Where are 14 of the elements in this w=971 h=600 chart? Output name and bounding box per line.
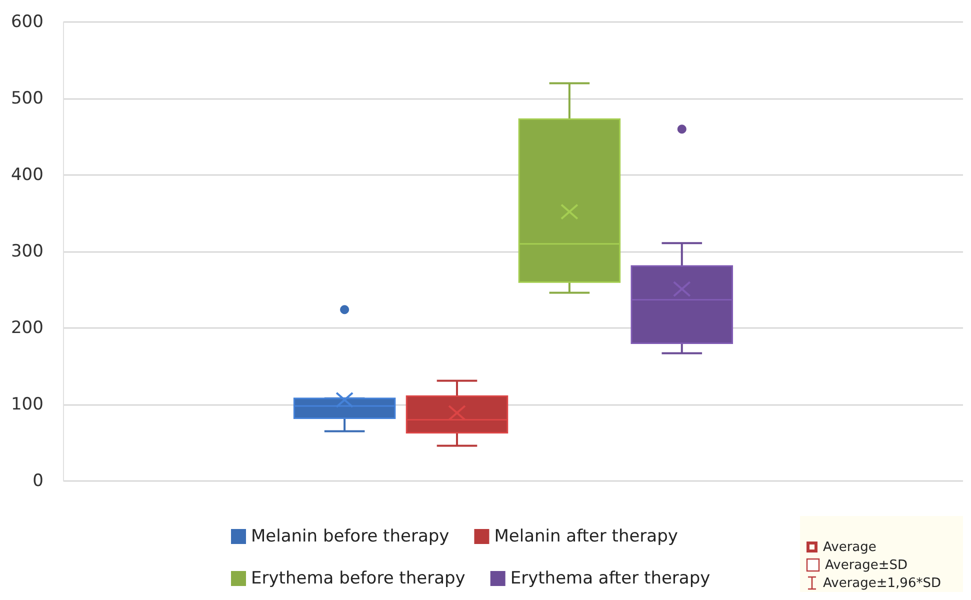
y-tick-label: 100 <box>10 394 44 414</box>
y-tick-label: 400 <box>10 165 44 185</box>
legend-label: Melanin after therapy <box>494 526 678 546</box>
y-tick-label: 200 <box>10 318 44 338</box>
y-tick-label: 300 <box>10 242 44 262</box>
text: Average <box>823 540 876 554</box>
legend-label: Melanin before therapy <box>251 526 450 546</box>
y-tick-label: 0 <box>32 471 44 491</box>
text: Average±1,96*SD <box>823 576 941 590</box>
legend-label: Erythema after therapy <box>510 568 710 588</box>
legend-label: Erythema before therapy <box>251 568 466 588</box>
y-tick-label: 600 <box>10 12 44 32</box>
y-tick-label: 500 <box>10 88 44 108</box>
text: Average±SD <box>825 558 908 572</box>
